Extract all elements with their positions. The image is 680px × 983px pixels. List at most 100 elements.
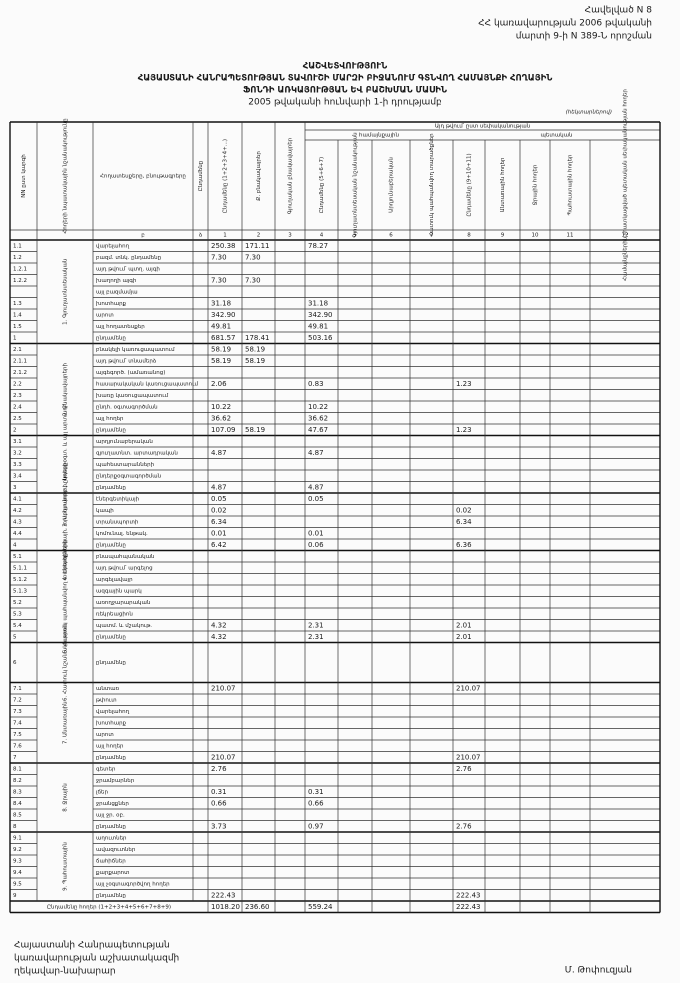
row-name: այլ բազմամյա — [96, 289, 138, 295]
cell-value: 1.23 — [456, 426, 472, 434]
row-name: էներգետիկայի — [96, 496, 140, 502]
row-name: քարքարոտ — [96, 870, 130, 876]
group-label: 4. Էներգետիկայի, տրանսպորտի, կապի — [63, 462, 69, 580]
row-code: 7.5 — [13, 732, 22, 738]
row-name: ջրամբարներ — [96, 778, 135, 784]
group-label: 8. Ջրային — [63, 783, 69, 812]
row-name: արոտ — [96, 732, 114, 738]
column-header: Ընդամենը (1+2+3+4+...) — [223, 139, 229, 213]
column-number: ձ — [199, 233, 202, 239]
cell-value: 4.32 — [211, 633, 227, 641]
row-code: 6 — [13, 660, 17, 666]
row-name: բնապահպանական — [96, 554, 154, 560]
cell-value: 4.87 — [211, 449, 227, 457]
column-number: 10 — [532, 233, 539, 239]
cell-value: 250.38 — [211, 242, 236, 250]
column-number: 9 — [501, 233, 505, 239]
total-value: 222.43 — [456, 903, 481, 911]
row-name: այլ ջր. օբ. — [96, 812, 125, 818]
group-label: 3. Արդյունաբ., ընդերքօգտ. և այլ արտադր. — [63, 402, 69, 527]
cell-value: 4.87 — [308, 483, 324, 491]
cell-value: 6.34 — [211, 518, 227, 526]
row-code: 2.3 — [13, 393, 22, 399]
row-code: 3.2 — [13, 450, 22, 456]
cell-value: 31.18 — [211, 299, 231, 307]
cell-value: 210.07 — [211, 753, 236, 761]
row-name: հասարակական կառուցապատում — [96, 381, 199, 387]
cell-value: 4.32 — [211, 621, 227, 629]
cell-value: 10.22 — [211, 403, 231, 411]
row-code: 4.1 — [13, 496, 22, 502]
row-name: ընդամենը — [96, 634, 126, 640]
row-name: գետեր — [96, 766, 116, 772]
cell-value: 58.19 — [211, 345, 231, 353]
row-code: 8.2 — [13, 778, 22, 784]
row-code: 1.5 — [13, 324, 22, 330]
row-code: 2.4 — [13, 404, 22, 410]
row-code: 3.1 — [13, 439, 22, 445]
cell-value: 58.19 — [211, 357, 231, 365]
cell-value: 6.36 — [456, 541, 472, 549]
column-header: Արդյունաբերական — [389, 157, 395, 213]
cell-value: 49.81 — [308, 322, 328, 330]
cell-value: 2.31 — [308, 633, 324, 641]
row-code: 1.3 — [13, 301, 22, 307]
cell-value: 0.66 — [211, 799, 227, 807]
row-name: այգեգործ. (ամառանոց) — [96, 370, 165, 376]
column-header: Ընդամենը (9+10+11) — [467, 153, 473, 216]
cell-value: 2.76 — [456, 765, 472, 773]
cell-value: 222.43 — [211, 891, 236, 899]
cell-value: 342.90 — [211, 311, 236, 319]
row-name: կոմունալ. ենթակ. — [96, 531, 148, 537]
row-name: ընդամենը — [96, 335, 126, 341]
row-name: այդ թվում՝ պտղ. այգի — [96, 266, 160, 272]
group-label: 5. Հատուկ պահպանվող տարածքների — [63, 539, 69, 653]
row-name: ընդամենը — [96, 755, 126, 761]
column-number: 7 — [430, 233, 434, 239]
cell-value: 210.07 — [211, 684, 236, 692]
column-number: 11 — [567, 233, 574, 239]
cell-value: 171.11 — [245, 242, 270, 250]
cell-value: 4.87 — [308, 449, 324, 457]
cell-value: 0.06 — [308, 541, 324, 549]
row-code: 5.3 — [13, 611, 22, 617]
cell-value: 3.73 — [211, 822, 227, 830]
row-code: 7.1 — [13, 686, 22, 692]
total-value: 236.60 — [245, 903, 270, 911]
row-code: 5.1 — [13, 554, 22, 560]
row-code: 9.1 — [13, 835, 22, 841]
unit-note: (հեկտարներով) — [566, 110, 612, 116]
row-code: 3.4 — [13, 473, 22, 479]
row-code: 7.6 — [13, 743, 22, 749]
row-code: 4 — [13, 542, 17, 548]
row-code: 2.1 — [13, 347, 22, 353]
row-name: ավազուտներ — [96, 847, 136, 853]
column-header: Պահուստային հողեր — [568, 154, 574, 215]
row-code: 9.3 — [13, 858, 22, 864]
row-code: 2.1.1 — [13, 358, 27, 364]
row-name: պահեստարանների — [96, 462, 155, 468]
column-header: Ք. բնակավայրեր — [256, 151, 262, 201]
row-name: ռեկրեացիոն — [96, 611, 133, 617]
row-name: արգելավայր — [96, 577, 133, 583]
cell-value: 0.31 — [308, 788, 324, 796]
cell-value: 178.41 — [245, 334, 270, 342]
column-header: Համայնքներին չհատկացված պետական սեփականո… — [623, 89, 629, 281]
column-header: Գյուղական բնակավայրեր — [288, 137, 294, 214]
group-label: 6. Հատուկ նշանակության — [63, 624, 69, 701]
appendix-line: ՀՀ կառավարության 2006 թվականի — [478, 19, 652, 29]
group-label: 9. Պահուստային — [63, 842, 69, 891]
row-code: 1 — [13, 335, 17, 341]
row-code: 5.2 — [13, 600, 22, 606]
cell-value: 107.09 — [211, 426, 236, 434]
appendix-line: մարտի 9-ի N 389-Ն որոշման — [516, 32, 652, 42]
column-header: Ընդամենը (5+6+7) — [319, 157, 325, 213]
row-name: պատմ. և մշակութ. — [96, 623, 152, 629]
group-header: պետական — [541, 133, 573, 139]
column-number: 3 — [288, 233, 292, 239]
total-value: 1018.20 — [211, 903, 240, 911]
signature: Մ. Թոփուզյան — [565, 966, 632, 976]
row-name: խառը կառուցապատում — [96, 393, 169, 399]
row-name: տրանսպորտի — [96, 519, 139, 525]
